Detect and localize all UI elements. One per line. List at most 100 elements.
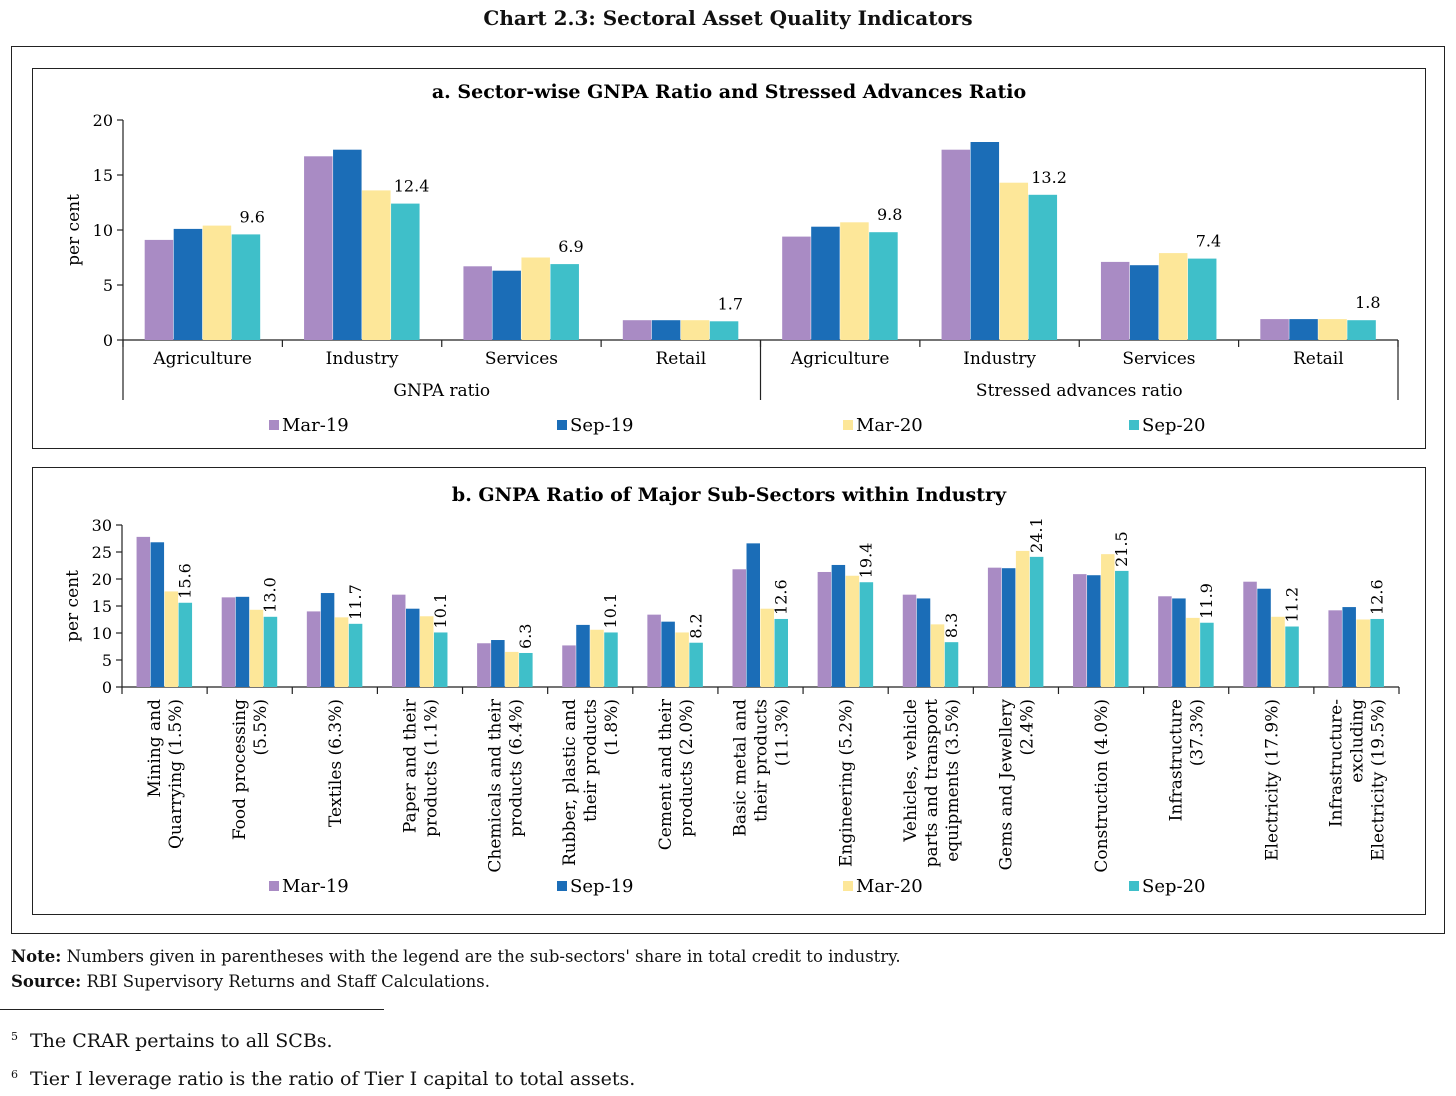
bar (987, 567, 1002, 687)
data-label: 1.8 (1355, 293, 1380, 312)
data-label: 13.2 (1031, 168, 1067, 187)
bar (680, 320, 710, 340)
bar (782, 236, 811, 340)
bar (1285, 626, 1299, 687)
legend-label: Mar-20 (856, 415, 923, 436)
bar (1347, 320, 1376, 340)
bar (333, 149, 362, 340)
category-label: Food processing (230, 699, 250, 840)
bar (263, 616, 278, 687)
bar (491, 640, 505, 687)
y-tick-label: 5 (102, 651, 112, 670)
bar (1015, 550, 1030, 687)
bar (1158, 253, 1188, 340)
bar (173, 228, 203, 340)
legend-label: Mar-20 (856, 876, 923, 897)
y-tick-label: 15 (93, 166, 113, 185)
legend-swatch (557, 420, 567, 430)
bar (1001, 568, 1016, 687)
bar (999, 182, 1029, 340)
bar (144, 239, 174, 340)
bar (732, 569, 746, 687)
data-label: 11.9 (1197, 583, 1216, 619)
bar (1115, 570, 1129, 687)
bar (562, 645, 576, 687)
bar (811, 226, 840, 340)
bar (1087, 575, 1101, 687)
bar (869, 232, 898, 340)
bar (249, 609, 264, 687)
bar (760, 608, 774, 687)
bar (405, 608, 420, 687)
bar (334, 617, 349, 687)
data-label: 9.8 (877, 205, 902, 224)
bar (519, 652, 533, 687)
bar (306, 611, 321, 687)
data-label: 21.5 (1112, 531, 1131, 567)
bar (178, 602, 193, 687)
bar (150, 542, 165, 687)
source-text: RBI Supervisory Returns and Staff Calcul… (86, 972, 491, 991)
category-label: products (2.0%) (677, 699, 697, 837)
category-label: Services (1122, 349, 1195, 369)
bar (1187, 258, 1217, 340)
chart-a: a. Sector-wise GNPA Ratio and Stressed A… (64, 81, 1399, 436)
bar (840, 222, 869, 340)
bar (1029, 556, 1044, 687)
bar (1129, 265, 1159, 340)
group-label: Stressed advances ratio (976, 381, 1183, 401)
data-label: 7.4 (1196, 232, 1221, 251)
category-label: Quarrying (1.5%) (166, 699, 186, 849)
footnote-number: 6 (11, 1068, 18, 1081)
legend-swatch (843, 420, 853, 430)
bar (941, 149, 971, 340)
data-label: 9.6 (239, 207, 264, 226)
data-label: 1.7 (718, 294, 743, 313)
bar (1271, 616, 1285, 687)
legend-label: Sep-19 (570, 415, 634, 436)
data-label: 10.1 (601, 593, 620, 629)
bar (1289, 319, 1318, 340)
category-label: Agriculture (152, 349, 252, 369)
footnote-text: Tier I leverage ratio is the ratio of Ti… (30, 1068, 636, 1090)
bar (651, 320, 681, 340)
category-label: Industry (963, 349, 1036, 369)
category-label: Cement and their (656, 698, 676, 850)
bar (1028, 194, 1058, 340)
category-label: Electricity (17.9%) (1262, 699, 1282, 861)
legend-label: Sep-20 (1142, 415, 1206, 436)
panel-a: a. Sector-wise GNPA Ratio and Stressed A… (32, 68, 1426, 449)
category-label: Services (485, 349, 558, 369)
bar (136, 536, 151, 687)
bar (1257, 588, 1271, 687)
source-line: Source: RBI Supervisory Returns and Staf… (11, 969, 901, 994)
panel-b: b. GNPA Ratio of Major Sub-Sectors withi… (32, 467, 1426, 915)
category-label: Paper and their (400, 698, 420, 833)
data-label: 6.9 (558, 237, 583, 256)
panel-title: a. Sector-wise GNPA Ratio and Stressed A… (432, 81, 1026, 103)
data-label: 11.7 (346, 584, 365, 620)
bar (477, 643, 491, 687)
data-label: 12.4 (394, 177, 430, 196)
category-label: Industry (326, 349, 399, 369)
y-tick-label: 20 (92, 570, 112, 589)
bar (709, 321, 739, 340)
bar (930, 624, 945, 687)
category-label: Vehicles, vehicle (901, 699, 921, 843)
data-label: 8.3 (942, 613, 961, 638)
bar (362, 190, 391, 340)
bar (675, 632, 689, 687)
chart-b: b. GNPA Ratio of Major Sub-Sectors withi… (63, 484, 1400, 897)
category-label: Basic metal and (731, 699, 751, 837)
footnote-6: 6 Tier I leverage ratio is the ratio of T… (11, 1058, 635, 1096)
bar (164, 591, 179, 687)
bar (661, 621, 675, 687)
notes: Note: Numbers given in parentheses with … (11, 944, 901, 994)
bar (419, 616, 434, 687)
source-label: Source: (11, 972, 82, 991)
y-tick-label: 0 (103, 331, 113, 350)
legend-swatch (269, 881, 279, 891)
category-label: Infrastructure (1167, 699, 1187, 821)
data-label: 13.0 (261, 577, 280, 613)
category-label: Textiles (6.3%) (326, 699, 346, 827)
